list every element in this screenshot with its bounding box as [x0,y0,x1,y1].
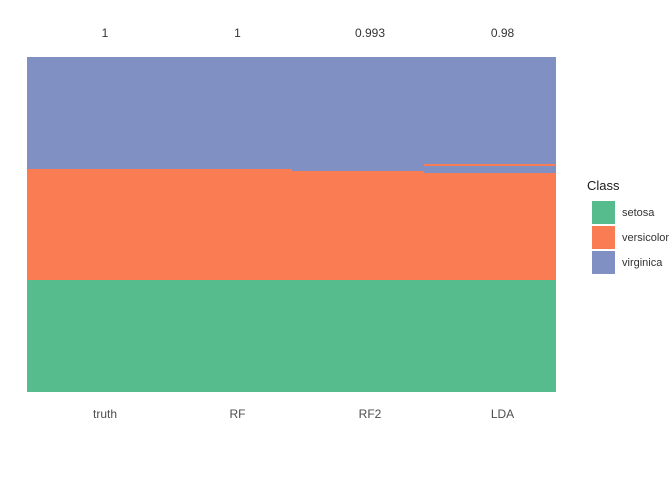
segment-virginica [27,57,160,169]
plot-panel [27,57,556,392]
legend-item-setosa: setosa [592,201,669,224]
segment-setosa [423,280,556,392]
segment-versicolor [423,164,556,167]
x-axis-label-truth: truth [92,407,118,421]
segment-versicolor [291,170,424,281]
legend-swatch-setosa [592,201,615,224]
segment-virginica [291,57,424,171]
segment-versicolor [27,168,160,281]
legend-swatch-versicolor [592,226,615,249]
x-axis-label-RF2: RF2 [358,407,382,421]
column-truth [27,57,160,392]
accuracy-value-truth: 1 [101,26,109,40]
segment-virginica [159,57,292,169]
legend: Class setosa versicolor virginica [587,178,669,276]
legend-swatch-virginica [592,251,615,274]
column-LDA [423,57,556,392]
accuracy-value-RF: 1 [234,26,241,40]
legend-label-setosa: setosa [622,206,655,219]
legend-item-virginica: virginica [592,251,669,274]
segment-virginica [423,166,556,174]
legend-title: Class [587,178,620,193]
x-axis-label-LDA: LDA [490,407,515,421]
x-axis-label-RF: RF [229,407,246,421]
legend-label-versicolor: versicolor [622,231,670,244]
column-RF [159,57,292,392]
segment-versicolor [159,168,292,281]
accuracy-value-LDA: 0.98 [490,26,515,40]
segment-setosa [159,280,292,392]
segment-setosa [291,280,424,392]
segment-setosa [27,280,160,392]
legend-item-versicolor: versicolor [592,226,669,249]
column-RF2 [291,57,424,392]
legend-label-virginica: virginica [622,256,663,269]
segment-virginica [423,57,556,165]
legend-items: setosa versicolor virginica [587,201,669,274]
accuracy-value-RF2: 0.993 [354,26,386,40]
segment-versicolor [423,173,556,281]
